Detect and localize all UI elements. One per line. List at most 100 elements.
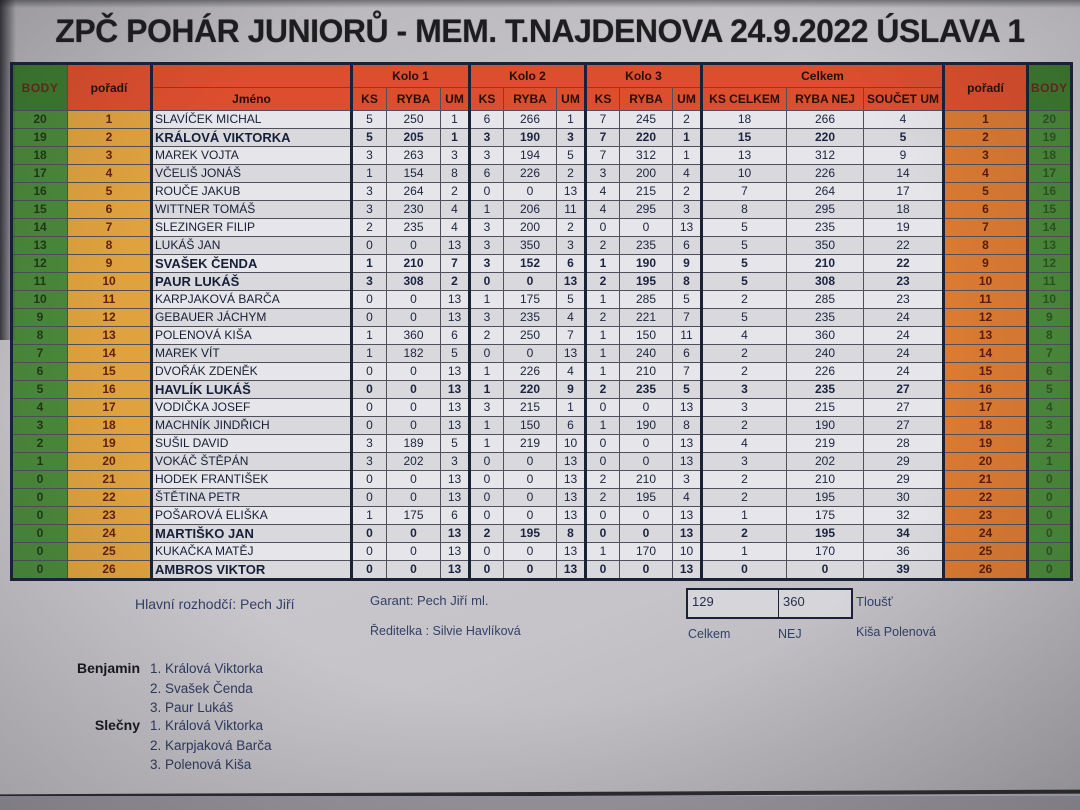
table-row: 0 24 MARTIŠKO JAN 0 0 13 2 195 8 0 0 13 …	[11, 524, 1072, 543]
cell-k3-ryba: 195	[619, 488, 673, 507]
cell-k3-ryba: 0	[619, 452, 673, 471]
col-header-ks1: KS	[350, 87, 387, 111]
table-row: 13 8 LUKÁŠ JAN 0 0 13 3 350 3 2 235 6 5 …	[11, 236, 1072, 255]
cell-ks-celkem: 2	[700, 290, 787, 309]
cell-k2-ks: 1	[468, 380, 504, 399]
cell-k2-ryba: 220	[503, 380, 557, 399]
cell-ryba-nej: 308	[786, 272, 864, 291]
col-header-ks3: KS	[584, 87, 620, 111]
table-row: 9 12 GEBAUER JÁCHYM 0 0 13 3 235 4 2 221…	[11, 308, 1072, 327]
cell-k2-um: 13	[556, 182, 586, 201]
cell-body-right: 8	[1026, 326, 1072, 345]
cell-k2-ks: 0	[468, 470, 504, 489]
col-header-soucet-um: SOUČET UM	[863, 87, 944, 111]
cell-body-right: 0	[1026, 470, 1072, 489]
col-header-ryba1: RYBA	[386, 87, 441, 111]
cell-k2-um: 13	[556, 344, 586, 363]
col-header-poradi-right: pořadí	[942, 63, 1028, 111]
cell-poradi-left: 7	[67, 218, 152, 237]
cell-ryba-nej: 226	[786, 164, 864, 183]
cell-k1-ks: 3	[350, 200, 387, 219]
cell-k1-um: 1	[440, 110, 470, 129]
cell-k1-ryba: 0	[386, 398, 441, 417]
cell-poradi-left: 16	[67, 380, 152, 399]
cell-name: SVAŠEK ČENDA	[150, 254, 352, 273]
cell-k1-ks: 0	[350, 398, 387, 417]
cell-k3-ks: 7	[584, 128, 620, 147]
cell-body-left: 13	[11, 236, 68, 255]
col-header-ryba-nej: RYBA NEJ	[786, 87, 864, 111]
cell-ryba-nej: 240	[786, 344, 864, 363]
cell-poradi-right: 2	[942, 128, 1028, 147]
cell-body-left: 14	[11, 218, 68, 237]
cell-k1-ryba: 0	[386, 524, 441, 543]
cell-body-right: 3	[1026, 416, 1072, 435]
cell-soucet-um: 28	[863, 434, 944, 453]
cell-k1-ryba: 360	[386, 326, 441, 345]
cell-k3-um: 5	[672, 290, 702, 309]
cell-body-right: 12	[1026, 254, 1072, 273]
cell-ryba-nej: 312	[786, 146, 864, 165]
table-row: 0 21 HODEK FRANTIŠEK 0 0 13 0 0 13 2 210…	[11, 470, 1072, 489]
summary-nej-holder: Kiša Polenová	[856, 625, 936, 639]
cell-k2-ryba: 0	[503, 488, 557, 507]
cell-ks-celkem: 2	[700, 524, 787, 543]
cell-ks-celkem: 3	[700, 380, 787, 399]
cell-k3-ks: 0	[584, 398, 620, 417]
cell-k1-um: 13	[440, 560, 470, 580]
cell-k1-ryba: 175	[386, 506, 441, 525]
cell-body-right: 15	[1026, 200, 1072, 219]
cell-poradi-right: 22	[942, 488, 1028, 507]
list-item: 2. Svašek Čenda	[150, 680, 253, 696]
cell-poradi-left: 5	[67, 182, 152, 201]
cell-ks-celkem: 10	[700, 164, 787, 183]
cell-k1-um: 13	[440, 398, 470, 417]
cell-poradi-left: 26	[67, 560, 152, 580]
cell-k1-ryba: 308	[386, 272, 441, 291]
cell-k1-um: 5	[440, 434, 470, 453]
cell-poradi-right: 8	[942, 236, 1028, 255]
cell-soucet-um: 34	[863, 524, 944, 543]
cell-k1-ks: 0	[350, 290, 387, 309]
cell-ryba-nej: 175	[786, 506, 864, 525]
cell-ryba-nej: 210	[786, 254, 864, 273]
cell-soucet-um: 23	[863, 272, 944, 291]
cell-k1-ryba: 182	[386, 344, 441, 363]
cell-ryba-nej: 235	[786, 308, 864, 327]
cell-ks-celkem: 0	[700, 560, 787, 580]
cell-k2-um: 13	[556, 506, 586, 525]
cell-k2-ryba: 0	[503, 542, 557, 561]
cell-body-right: 0	[1026, 560, 1072, 580]
col-header-um3: UM	[672, 87, 702, 111]
table-row: 0 22 ŠTĚTINA PETR 0 0 13 0 0 13 2 195 4 …	[11, 488, 1072, 507]
cell-k3-ryba: 235	[619, 236, 673, 255]
cell-k1-ryba: 210	[386, 254, 441, 273]
cell-body-left: 16	[11, 182, 68, 201]
col-header-ks-celkem: KS CELKEM	[700, 87, 787, 111]
cell-k2-ks: 3	[468, 128, 504, 147]
cell-k3-um: 13	[672, 506, 702, 525]
cell-body-left: 0	[11, 488, 68, 507]
cell-ks-celkem: 4	[700, 434, 787, 453]
cell-poradi-right: 7	[942, 218, 1028, 237]
cell-k2-ks: 6	[468, 164, 504, 183]
cell-name: HODEK FRANTIŠEK	[150, 470, 352, 489]
cell-k3-ryba: 195	[619, 272, 673, 291]
cell-ryba-nej: 360	[786, 326, 864, 345]
cell-k1-um: 13	[440, 362, 470, 381]
cell-poradi-right: 3	[942, 146, 1028, 165]
cell-k2-ryba: 150	[503, 416, 557, 435]
cell-k1-um: 4	[440, 218, 470, 237]
cell-body-right: 20	[1026, 110, 1072, 129]
cell-k3-ryba: 170	[619, 542, 673, 561]
table-row: 7 14 MAREK VÍT 1 182 5 0 0 13 1 240 6 2 …	[11, 344, 1072, 363]
cell-k2-um: 5	[556, 146, 586, 165]
cell-k2-um: 11	[556, 200, 586, 219]
cell-k1-ks: 1	[350, 344, 387, 363]
cell-poradi-right: 26	[942, 560, 1028, 580]
cell-body-right: 5	[1026, 380, 1072, 399]
cell-ks-celkem: 18	[700, 110, 787, 129]
cell-k2-ryba: 190	[503, 128, 557, 147]
cell-k3-ryba: 0	[619, 506, 673, 525]
cell-body-right: 0	[1026, 488, 1072, 507]
